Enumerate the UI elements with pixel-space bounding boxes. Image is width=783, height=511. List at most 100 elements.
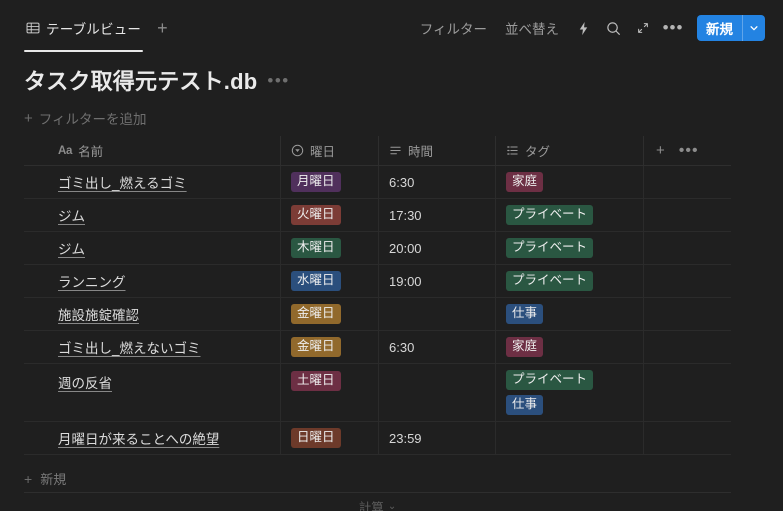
new-dropdown-chevron-down-icon[interactable]	[743, 15, 765, 41]
row-title-link[interactable]: 週の反省	[58, 376, 112, 391]
new-button[interactable]: 新規	[706, 22, 733, 37]
top-toolbar: テーブルビュー + フィルター 並べ替え	[0, 0, 783, 57]
cell-tags[interactable]	[495, 422, 643, 454]
column-header-tag[interactable]: タグ	[495, 135, 643, 166]
filter-button[interactable]: フィルター	[419, 22, 487, 37]
cell-tags[interactable]: プライベート	[495, 232, 643, 264]
column-header-name-label: 名前	[78, 145, 104, 159]
cell-name[interactable]: ゴミ出し_燃えないゴミ	[24, 331, 280, 363]
ellipsis-icon[interactable]: •••	[659, 14, 687, 42]
tag-chip: プライベート	[506, 370, 594, 390]
cell-day[interactable]: 土曜日	[280, 364, 378, 421]
column-header-time[interactable]: 時間	[378, 135, 495, 166]
cell-day[interactable]: 日曜日	[280, 422, 378, 454]
expand-diagonal-icon[interactable]	[629, 14, 657, 42]
cell-time[interactable]: 19:00	[378, 265, 495, 297]
table-row[interactable]: ランニング 水曜日 19:00 プライベート	[24, 265, 731, 298]
cell-spacer	[643, 331, 731, 363]
cell-time[interactable]: 6:30	[378, 331, 495, 363]
row-title-link[interactable]: ジム	[58, 209, 85, 224]
column-header-actions: + •••	[643, 135, 731, 166]
time-value: 20:00	[389, 240, 422, 256]
tag-chip: 家庭	[506, 172, 544, 192]
column-header-day[interactable]: 曜日	[280, 135, 378, 166]
cell-name[interactable]: ゴミ出し_燃えるゴミ	[24, 166, 280, 198]
cell-time[interactable]: 6:30	[378, 166, 495, 198]
cell-day[interactable]: 金曜日	[280, 298, 378, 330]
day-tag: 土曜日	[291, 371, 341, 391]
multi-select-icon	[506, 144, 519, 157]
calculate-chevron-down-icon[interactable]: ⌄	[387, 500, 397, 511]
row-title-link[interactable]: ランニング	[58, 275, 126, 290]
table-row[interactable]: ジム 火曜日 17:30 プライベート	[24, 199, 731, 232]
row-title-link[interactable]: ゴミ出し_燃えるゴミ	[58, 176, 187, 191]
row-title-link[interactable]: ゴミ出し_燃えないゴミ	[58, 341, 201, 356]
column-options-ellipsis-icon[interactable]: •••	[678, 141, 699, 159]
add-column-button[interactable]: +	[656, 142, 665, 159]
tab-table-view[interactable]: テーブルビュー	[24, 10, 147, 52]
table-row[interactable]: ゴミ出し_燃えないゴミ 金曜日 6:30 家庭	[24, 331, 731, 364]
table-row[interactable]: 施設施錠確認 金曜日 仕事	[24, 298, 731, 331]
view-tabs: テーブルビュー +	[24, 10, 176, 52]
time-value: 17:30	[389, 207, 422, 223]
page-title-ellipsis-icon[interactable]: •••	[267, 70, 290, 90]
tag-chip: プライベート	[506, 271, 594, 291]
toolbar-actions: フィルター 並べ替え	[412, 13, 765, 43]
cell-spacer	[643, 422, 731, 454]
cell-tags[interactable]: プライベート	[495, 265, 643, 297]
day-tag: 木曜日	[291, 238, 341, 258]
cell-tags[interactable]: プライベート 仕事	[495, 364, 643, 421]
add-view-button[interactable]: +	[157, 18, 168, 38]
cell-name[interactable]: 施設施錠確認	[24, 298, 280, 330]
cell-spacer	[643, 298, 731, 330]
add-new-row-button[interactable]: + 新規	[24, 465, 731, 493]
table-row[interactable]: ジム 木曜日 20:00 プライベート	[24, 232, 731, 265]
row-title-link[interactable]: ジム	[58, 242, 85, 257]
calculate-bar: 計算 ⌄	[24, 496, 731, 511]
select-icon	[291, 144, 304, 157]
cell-time[interactable]	[378, 298, 495, 330]
day-tag: 金曜日	[291, 304, 341, 324]
cell-name[interactable]: ジム	[24, 199, 280, 231]
new-button-group: 新規	[697, 15, 765, 41]
time-value: 6:30	[389, 174, 415, 190]
row-title-link[interactable]: 月曜日が来ることへの絶望	[58, 432, 220, 447]
cell-time[interactable]: 23:59	[378, 422, 495, 454]
day-tag: 金曜日	[291, 337, 341, 357]
table-row[interactable]: ゴミ出し_燃えるゴミ 月曜日 6:30 家庭	[24, 166, 731, 199]
cell-tags[interactable]: 仕事	[495, 298, 643, 330]
lightning-bolt-icon[interactable]	[569, 14, 597, 42]
column-header-name[interactable]: Aa 名前	[24, 136, 280, 166]
cell-name[interactable]: ランニング	[24, 265, 280, 297]
cell-day[interactable]: 火曜日	[280, 199, 378, 231]
add-filter-button[interactable]: + フィルターを追加	[24, 108, 147, 128]
cell-name[interactable]: 月曜日が来ることへの絶望	[24, 422, 280, 454]
add-new-row-label: 新規	[40, 472, 67, 487]
cell-day[interactable]: 金曜日	[280, 331, 378, 363]
cell-day[interactable]: 木曜日	[280, 232, 378, 264]
cell-tags[interactable]: 家庭	[495, 331, 643, 363]
cell-day[interactable]: 月曜日	[280, 166, 378, 198]
sort-button[interactable]: 並べ替え	[505, 22, 559, 37]
cell-spacer	[643, 265, 731, 297]
cell-name[interactable]: ジム	[24, 232, 280, 264]
table-row[interactable]: 週の反省 土曜日 プライベート 仕事	[24, 364, 731, 422]
cell-tags[interactable]: プライベート	[495, 199, 643, 231]
calculate-label[interactable]: 計算	[358, 500, 384, 511]
cell-time[interactable]: 20:00	[378, 232, 495, 264]
time-value: 23:59	[389, 430, 422, 446]
cell-tags[interactable]: 家庭	[495, 166, 643, 198]
cell-time[interactable]	[378, 364, 495, 421]
search-icon[interactable]	[599, 14, 627, 42]
page-title-row: タスク取得元テスト.db •••	[24, 64, 290, 96]
page-title[interactable]: タスク取得元テスト.db	[24, 69, 258, 94]
table-row[interactable]: 月曜日が来ることへの絶望 日曜日 23:59	[24, 422, 731, 455]
cell-time[interactable]: 17:30	[378, 199, 495, 231]
cell-name[interactable]: 週の反省	[24, 364, 280, 421]
plus-icon: +	[24, 470, 33, 487]
time-value: 6:30	[389, 339, 415, 355]
tag-chip: 家庭	[506, 337, 544, 357]
row-title-link[interactable]: 施設施錠確認	[58, 308, 139, 323]
cell-day[interactable]: 水曜日	[280, 265, 378, 297]
tab-table-view-label: テーブルビュー	[46, 22, 142, 37]
